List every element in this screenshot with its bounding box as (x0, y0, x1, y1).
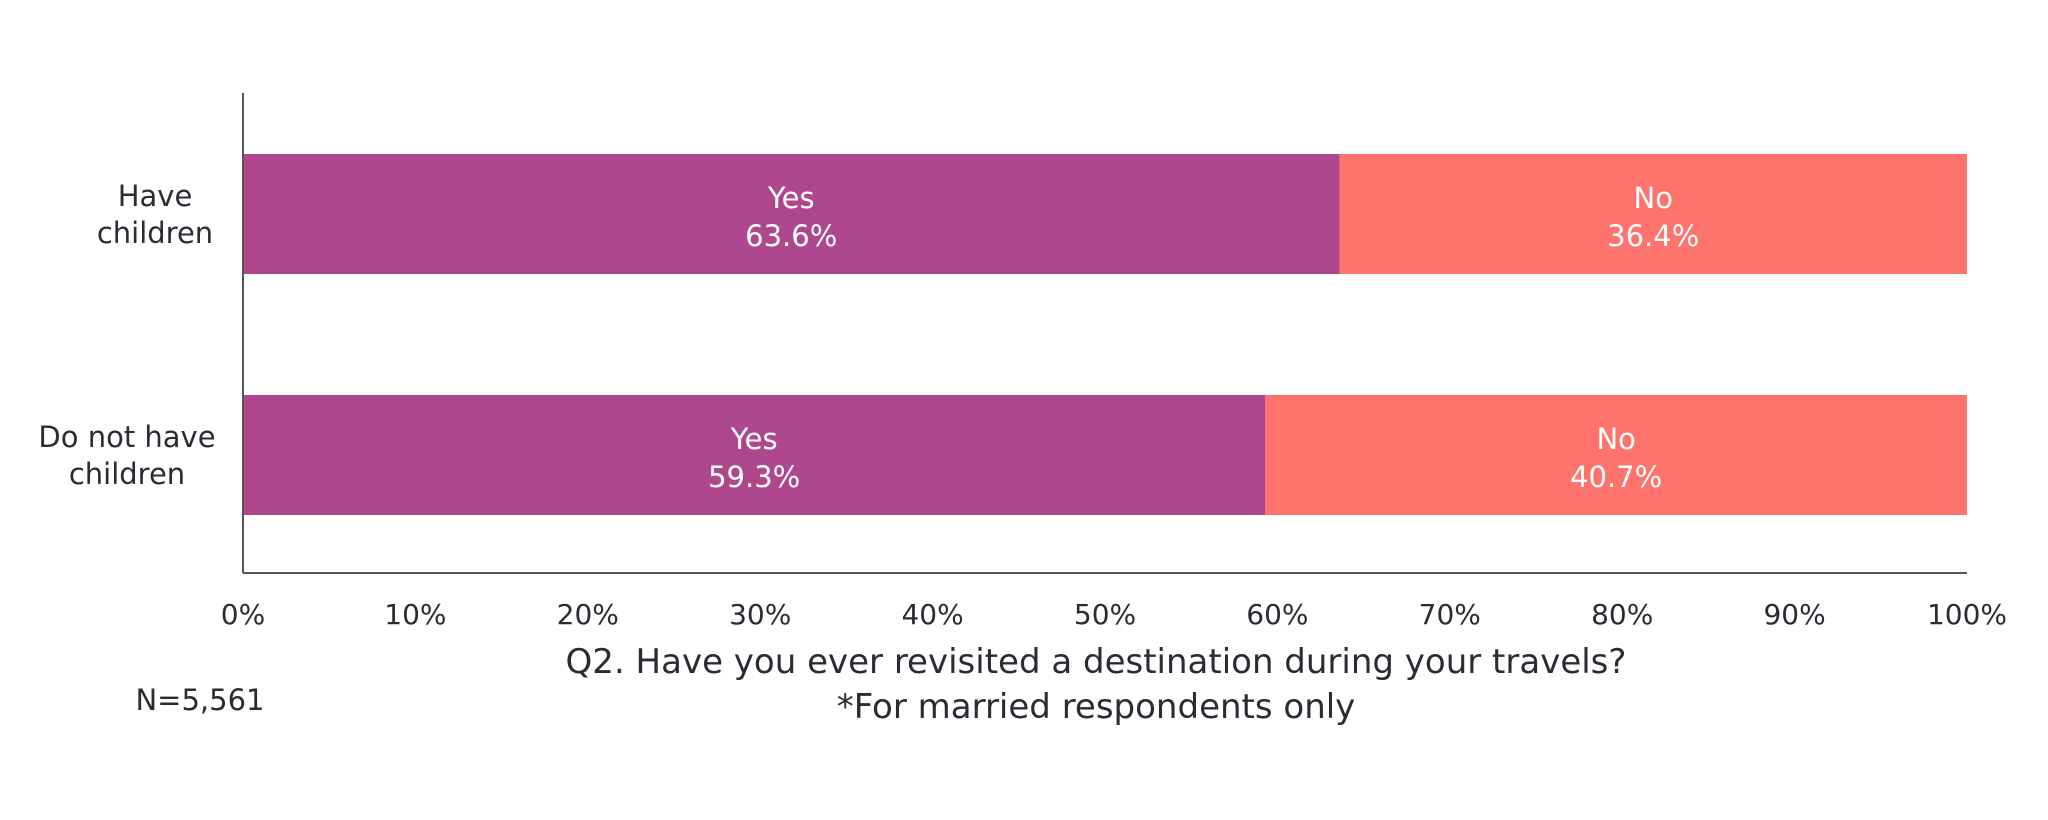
x-tick-label: 80% (1591, 598, 1653, 631)
x-tick-label: 0% (221, 598, 265, 631)
category-label: Do not have children (38, 420, 215, 491)
bar-series-label: Yes (730, 422, 778, 456)
category-labels: Have children Do not have children (38, 179, 215, 491)
chart-title: Q2. Have you ever revisited a destinatio… (566, 642, 1627, 682)
bar-yes-2 (243, 395, 1266, 515)
bar-series-label: No (1634, 181, 1673, 215)
bar-yes-1 (243, 154, 1340, 274)
x-tick-label: 40% (901, 598, 963, 631)
x-tick-label: 60% (1246, 598, 1308, 631)
bar-value-label: 59.3% (708, 460, 800, 494)
bar-value-label: 63.6% (745, 219, 837, 253)
x-tick-label: 90% (1763, 598, 1825, 631)
x-tick-label: 30% (729, 598, 791, 631)
x-tick-label: 50% (1074, 598, 1136, 631)
bar-series-label: No (1596, 422, 1635, 456)
x-tick-label: 20% (557, 598, 619, 631)
category-label: Have children (97, 179, 213, 250)
x-tick-label: 10% (384, 598, 446, 631)
bar-value-label: 40.7% (1570, 460, 1662, 494)
x-tick-label: 100% (1927, 598, 2007, 631)
bar-series-label: Yes (767, 181, 815, 215)
x-tick-label: 70% (1419, 598, 1481, 631)
bar-labels-layer: Yes 63.6% No 36.4% Yes 59.3% No 40.7% (708, 181, 1699, 494)
bar-value-label: 36.4% (1607, 219, 1699, 253)
bar-no-1 (1339, 154, 1967, 274)
x-tick-labels: 0% 10% 20% 30% 40% 50% 60% 70% 80% 90% 100% (221, 598, 2007, 631)
bar-no-2 (1265, 395, 1967, 515)
bars-layer (243, 154, 1967, 515)
chart-subtitle: *For married respondents only (837, 687, 1356, 727)
sample-size-note: N=5,561 (135, 683, 264, 717)
